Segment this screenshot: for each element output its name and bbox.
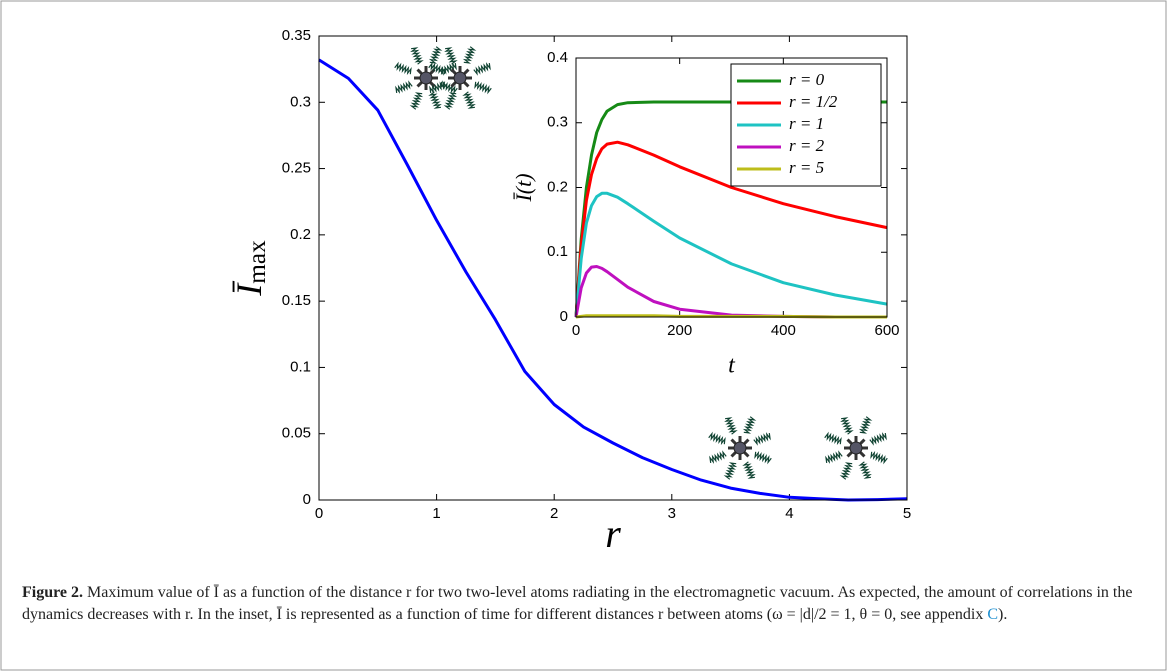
legend-label: r = 0 — [789, 70, 825, 89]
atom-icon — [428, 46, 492, 110]
atom-core — [419, 71, 433, 85]
legend-label: r = 2 — [789, 136, 825, 155]
y-tick-label: 0.15 — [282, 292, 311, 309]
atom-wave — [824, 431, 842, 446]
atom-wave — [440, 80, 458, 95]
atom-wave — [410, 47, 424, 65]
y-axis-label: Ī(t) — [511, 173, 536, 202]
atom-wave — [394, 61, 412, 76]
atom-wave — [462, 91, 476, 109]
x-tick-label: 0 — [572, 322, 580, 339]
atom-wave — [395, 80, 413, 94]
atom-icon — [708, 416, 772, 480]
data-line — [574, 191, 888, 318]
y-tick-label: 0.3 — [547, 114, 568, 131]
atom-wave — [840, 417, 854, 435]
y-tick-label: 0.2 — [547, 178, 568, 195]
atom-core — [733, 441, 747, 455]
y-tick-label: 0.1 — [547, 243, 568, 260]
y-tick-label: 0.25 — [282, 160, 311, 177]
atom-wave — [742, 416, 757, 434]
atom-wave — [443, 92, 458, 110]
axes-box — [575, 57, 888, 318]
atom-wave — [429, 80, 447, 94]
legend-label: r = 1 — [789, 114, 824, 133]
y-tick-label: 0.1 — [290, 358, 311, 375]
y-tick-label: 0.4 — [547, 49, 568, 66]
atom-wave — [473, 62, 491, 76]
atom-wave — [870, 450, 888, 465]
atom-wave — [444, 47, 458, 65]
atom-wave — [839, 462, 854, 480]
y-tick-label: 0 — [560, 308, 568, 325]
x-axis-label: r — [605, 511, 621, 556]
x-tick-label: 400 — [771, 322, 796, 339]
y-tick-label: 0.05 — [282, 425, 311, 442]
atom-icon — [394, 46, 458, 110]
x-axis-label: t — [728, 353, 736, 379]
atom-wave — [709, 450, 727, 464]
atom-wave — [742, 461, 756, 479]
caption-text: Maximum value of Ī as a function of the … — [22, 584, 1133, 623]
atom-wave — [428, 61, 446, 76]
caption: Figure 2. Maximum value of Ī as a functi… — [22, 582, 1147, 626]
caption-link[interactable]: C — [987, 606, 998, 623]
axes-box — [318, 35, 908, 501]
data-line — [574, 140, 888, 318]
y-axis-label: Īmax — [229, 240, 271, 297]
x-tick-label: 0 — [315, 505, 323, 522]
atom-wave — [858, 461, 872, 479]
atom-wave — [428, 91, 442, 109]
legend-label: r = 1/2 — [789, 92, 838, 111]
legend-label: r = 5 — [789, 158, 824, 177]
x-tick-label: 200 — [667, 322, 692, 339]
y-axis-label-main: Ī(t) — [511, 173, 536, 202]
y-axis-label-sub: max — [244, 240, 271, 284]
x-tick-label: 3 — [668, 505, 676, 522]
atom-wave — [708, 431, 726, 446]
atom-wave — [754, 450, 772, 465]
atom-wave — [462, 46, 477, 64]
atom-wave — [409, 92, 424, 110]
y-axis-label-main: Ī — [229, 281, 269, 297]
atom-wave — [753, 432, 771, 446]
y-tick-label: 0.35 — [282, 27, 311, 44]
x-tick-label: 1 — [432, 505, 440, 522]
x-tick-label: 5 — [903, 505, 911, 522]
data-line — [318, 58, 908, 502]
atom-wave — [723, 462, 738, 480]
atom-wave — [724, 417, 738, 435]
atom-wave — [825, 450, 843, 464]
y-tick-label: 0 — [303, 491, 311, 508]
atom-wave — [858, 416, 873, 434]
x-tick-label: 600 — [874, 322, 899, 339]
atom-wave — [869, 432, 887, 446]
atom-icon — [824, 416, 888, 480]
atom-wave — [474, 80, 492, 95]
y-tick-label: 0.2 — [290, 226, 311, 243]
atom-core — [849, 441, 863, 455]
y-tick-label: 0.3 — [290, 93, 311, 110]
caption-end: ). — [997, 606, 1008, 623]
data-line — [575, 314, 887, 319]
caption-label: Figure 2. — [22, 584, 84, 601]
atom-core — [453, 71, 467, 85]
x-tick-label: 4 — [785, 505, 793, 522]
atom-wave — [428, 46, 443, 64]
x-tick-label: 2 — [550, 505, 558, 522]
